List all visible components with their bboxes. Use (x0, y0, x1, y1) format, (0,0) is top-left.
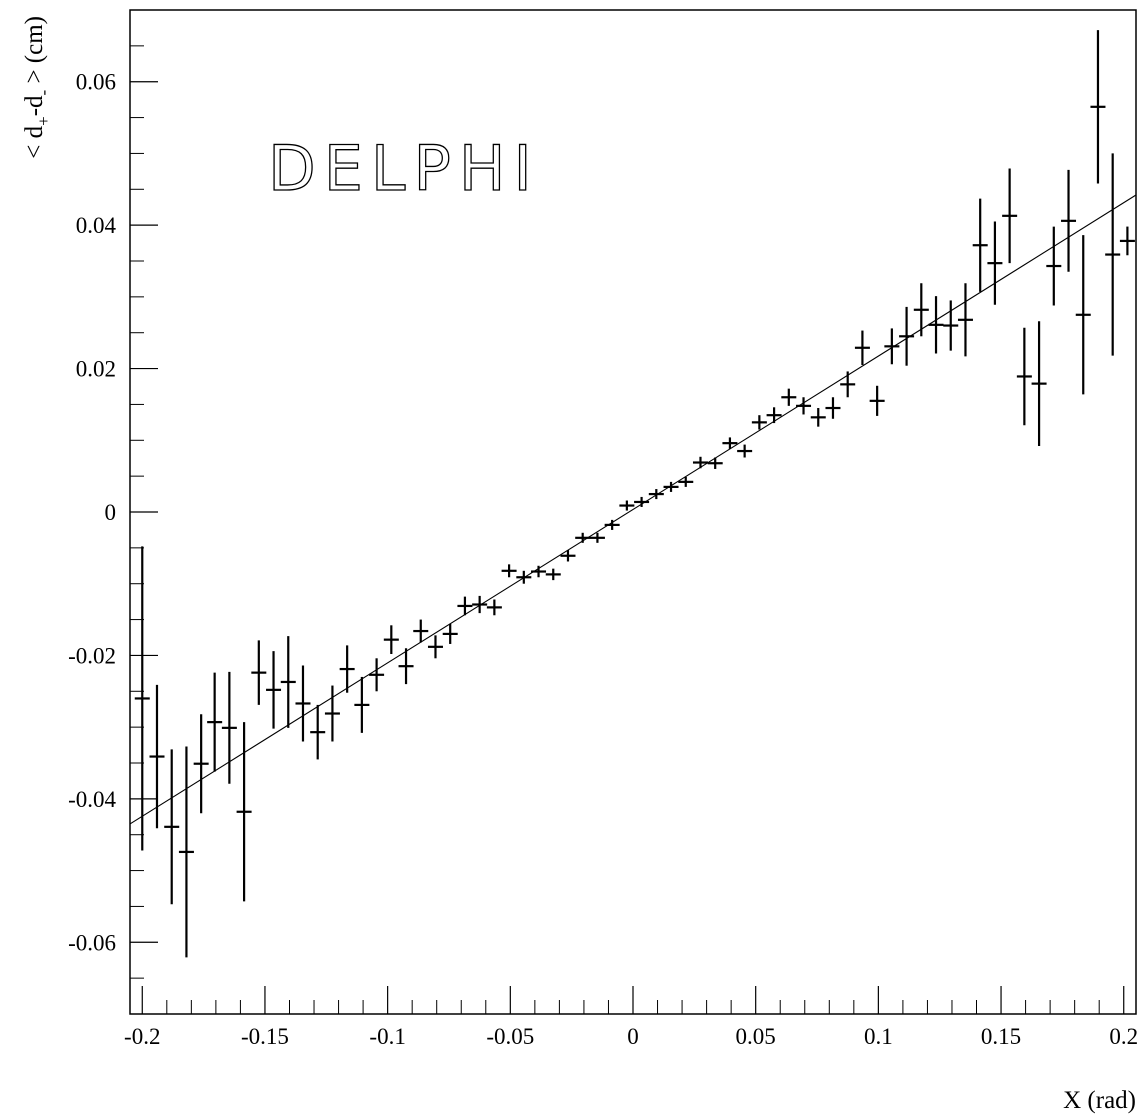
data-point (486, 599, 502, 616)
data-point (339, 645, 355, 693)
data-point (398, 648, 414, 685)
x-tick-label: -0.2 (124, 1024, 160, 1049)
y-tick-label: 0 (105, 500, 117, 525)
data-point (149, 684, 165, 829)
data-point (134, 546, 150, 851)
data-point (899, 306, 915, 366)
data-point (457, 596, 473, 616)
data-point (884, 328, 900, 365)
data-point (354, 676, 370, 733)
data-point (1105, 153, 1121, 356)
data-point (1075, 235, 1091, 395)
x-tick-label: 0.2 (1109, 1024, 1138, 1049)
y-tick-label: -0.02 (68, 643, 116, 668)
data-point (707, 457, 723, 469)
data-point (678, 476, 694, 487)
data-point (604, 519, 620, 530)
data-point (1046, 226, 1062, 306)
data-point (1119, 226, 1135, 256)
data-point (427, 635, 443, 659)
data-point (236, 722, 252, 902)
data-point (810, 408, 826, 427)
data-point (310, 704, 326, 760)
data-point (324, 685, 340, 742)
x-axis-tick-labels: -0.2 -0.15 -0.1 -0.05 0 0.05 0.1 0.15 0.2 (124, 1024, 1138, 1049)
y-axis-tick-labels: -0.06 -0.04 -0.02 0 0.02 0.04 0.06 (68, 70, 116, 956)
data-point (472, 595, 488, 614)
data-point (840, 371, 856, 398)
data-point (663, 481, 679, 492)
y-axis-ticks (130, 9, 158, 1015)
data-point (178, 746, 194, 958)
data-point (545, 568, 561, 581)
data-point (825, 397, 841, 419)
data-point (501, 564, 517, 578)
y-axis-title-prefix: < d (21, 125, 48, 158)
data-point (913, 283, 929, 337)
x-axis-ticks (141, 986, 1125, 1014)
data-point (796, 397, 812, 415)
data-point (383, 625, 399, 654)
data-point (854, 330, 870, 365)
y-tick-label: 0.06 (76, 70, 116, 95)
data-point (972, 198, 988, 292)
data-point (1090, 30, 1106, 184)
data-point (1016, 327, 1032, 426)
y-axis-title-sub2: - (34, 89, 53, 95)
y-tick-label: 0.04 (76, 213, 117, 238)
data-point (442, 623, 458, 644)
data-point (193, 714, 209, 814)
data-point (957, 283, 973, 357)
x-tick-label: 0.15 (981, 1024, 1021, 1049)
x-tick-label: -0.05 (486, 1024, 534, 1049)
data-point (869, 385, 885, 416)
data-point (295, 665, 311, 742)
y-axis-title-sub1: + (34, 116, 53, 126)
data-point (207, 672, 223, 772)
data-point (516, 570, 532, 584)
data-point (221, 671, 237, 784)
y-axis-title-mid: -d (21, 95, 48, 116)
data-point (575, 532, 591, 543)
data-point (1031, 321, 1047, 447)
data-point (987, 221, 1003, 305)
y-axis-title: < d+-d- > (cm) (21, 16, 53, 159)
data-point (266, 651, 282, 729)
data-points (134, 30, 1135, 958)
data-point (737, 444, 753, 458)
data-point (781, 388, 797, 406)
data-point (648, 489, 664, 500)
data-point (531, 565, 547, 578)
data-point (369, 658, 385, 692)
x-axis-title: X (rad) (1063, 1087, 1136, 1114)
data-point (751, 415, 767, 430)
x-tick-label: -0.1 (369, 1024, 405, 1049)
data-point (164, 749, 180, 905)
data-point (280, 636, 296, 728)
x-tick-label: 0.1 (864, 1024, 893, 1049)
data-point (692, 456, 708, 469)
data-point (560, 550, 576, 562)
data-point (766, 407, 782, 424)
data-point (589, 532, 605, 543)
data-point (928, 296, 944, 354)
fit-line (129, 194, 1137, 825)
y-tick-label: -0.04 (68, 787, 116, 812)
y-tick-label: 0.02 (76, 357, 116, 382)
y-tick-label: -0.06 (68, 930, 116, 955)
data-point (251, 640, 267, 705)
x-tick-label: -0.15 (241, 1024, 289, 1049)
data-point (413, 619, 429, 643)
data-point (943, 300, 959, 351)
data-point (634, 496, 650, 507)
data-point (619, 500, 635, 511)
data-point (1002, 168, 1018, 264)
delphi-annotation: DELPHI (268, 132, 540, 205)
data-point (1061, 169, 1077, 272)
x-tick-label: 0 (627, 1024, 639, 1049)
y-axis-title-suffix: > (cm) (21, 16, 48, 90)
data-point (722, 437, 738, 449)
x-tick-label: 0.05 (736, 1024, 776, 1049)
